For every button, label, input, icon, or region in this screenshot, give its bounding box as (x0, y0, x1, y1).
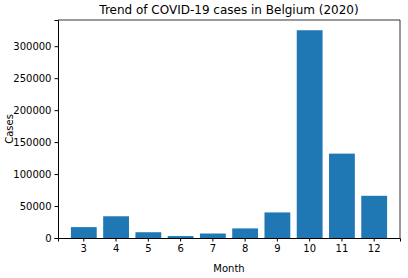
x-tick-mark (116, 238, 117, 242)
bar (329, 154, 355, 238)
x-tick-label: 11 (336, 243, 349, 254)
x-tick: 3 (81, 238, 87, 254)
x-tick: 8 (242, 238, 248, 254)
y-tick: 200000 (13, 105, 58, 116)
x-tick: 4 (113, 238, 119, 254)
bar (135, 232, 161, 238)
y-tick: 50000 (20, 201, 58, 212)
x-tick-label: 6 (177, 243, 183, 254)
x-tick-mark (212, 238, 213, 242)
y-tick-mark (55, 110, 59, 111)
y-axis-title: Cases (4, 114, 15, 144)
x-tick: 5 (145, 238, 151, 254)
x-tick-mark (180, 238, 181, 242)
bar (200, 234, 226, 238)
x-tick-label: 12 (368, 243, 381, 254)
x-tick: 7 (210, 238, 216, 254)
bar (297, 30, 323, 238)
title: Trend of COVID-19 cases in Belgium (2020… (98, 3, 358, 17)
y-tick-label: 250000 (13, 73, 51, 84)
x-tick-label: 4 (113, 243, 119, 254)
y-tick-label: 150000 (13, 137, 51, 148)
frame (58, 20, 400, 21)
y-tick-label: 50000 (20, 201, 52, 212)
y-tick-mark (55, 78, 59, 79)
x-tick-label: 3 (81, 243, 87, 254)
y-tick: 0 (45, 233, 58, 244)
x-tick: 12 (368, 238, 381, 254)
x-tick: 11 (336, 238, 349, 254)
y-tick: 150000 (13, 137, 58, 148)
y-tick-mark (55, 46, 59, 47)
y-tick-label: 0 (45, 233, 51, 244)
x-tick-label: 8 (242, 243, 248, 254)
x-tick: 6 (177, 238, 183, 254)
y-tick-mark (55, 142, 59, 143)
x-tick-mark (245, 238, 246, 242)
x-axis-line (59, 239, 401, 242)
bars (71, 30, 387, 238)
x-tick-label: 7 (210, 243, 216, 254)
x-axis: 3 4 5 6 7 8 9 10 11 12 (59, 238, 401, 254)
x-tick-mark (277, 238, 278, 242)
y-tick: 300000 (13, 41, 58, 52)
bar (103, 216, 129, 238)
x-tick-mark (374, 238, 375, 242)
y-tick-mark (55, 238, 59, 239)
y-tick-label: 300000 (13, 41, 51, 52)
bar (361, 196, 387, 238)
y-tick: 250000 (13, 73, 58, 84)
x-tick-mark (341, 238, 342, 242)
y-axis-line (55, 21, 59, 239)
bar (232, 228, 258, 238)
bar (71, 227, 97, 238)
y-tick-label: 100000 (13, 169, 51, 180)
y-tick-mark (55, 206, 59, 207)
x-tick-mark (83, 238, 84, 242)
x-tick-mark (309, 238, 310, 242)
chart: 3 4 5 6 7 8 9 10 11 12 0 50000 100000 150000 200000 250… (0, 0, 408, 278)
x-tick: 10 (303, 238, 316, 254)
x-tick-label: 5 (145, 243, 151, 254)
bar (264, 212, 290, 238)
frame (400, 20, 401, 238)
bar (168, 236, 194, 238)
y-axis: 0 50000 100000 150000 200000 250000 300000 (13, 21, 58, 244)
y-tick-mark (55, 174, 59, 175)
x-tick-label: 9 (274, 243, 280, 254)
x-tick-mark (148, 238, 149, 242)
x-tick-label: 10 (303, 243, 316, 254)
x-axis-title: Month (213, 263, 244, 274)
x-tick: 9 (274, 238, 280, 254)
plot: 3 4 5 6 7 8 9 10 11 12 0 50000 100000 150000 200000 250… (13, 20, 400, 254)
y-tick-label: 200000 (13, 105, 51, 116)
y-tick: 100000 (13, 169, 58, 180)
